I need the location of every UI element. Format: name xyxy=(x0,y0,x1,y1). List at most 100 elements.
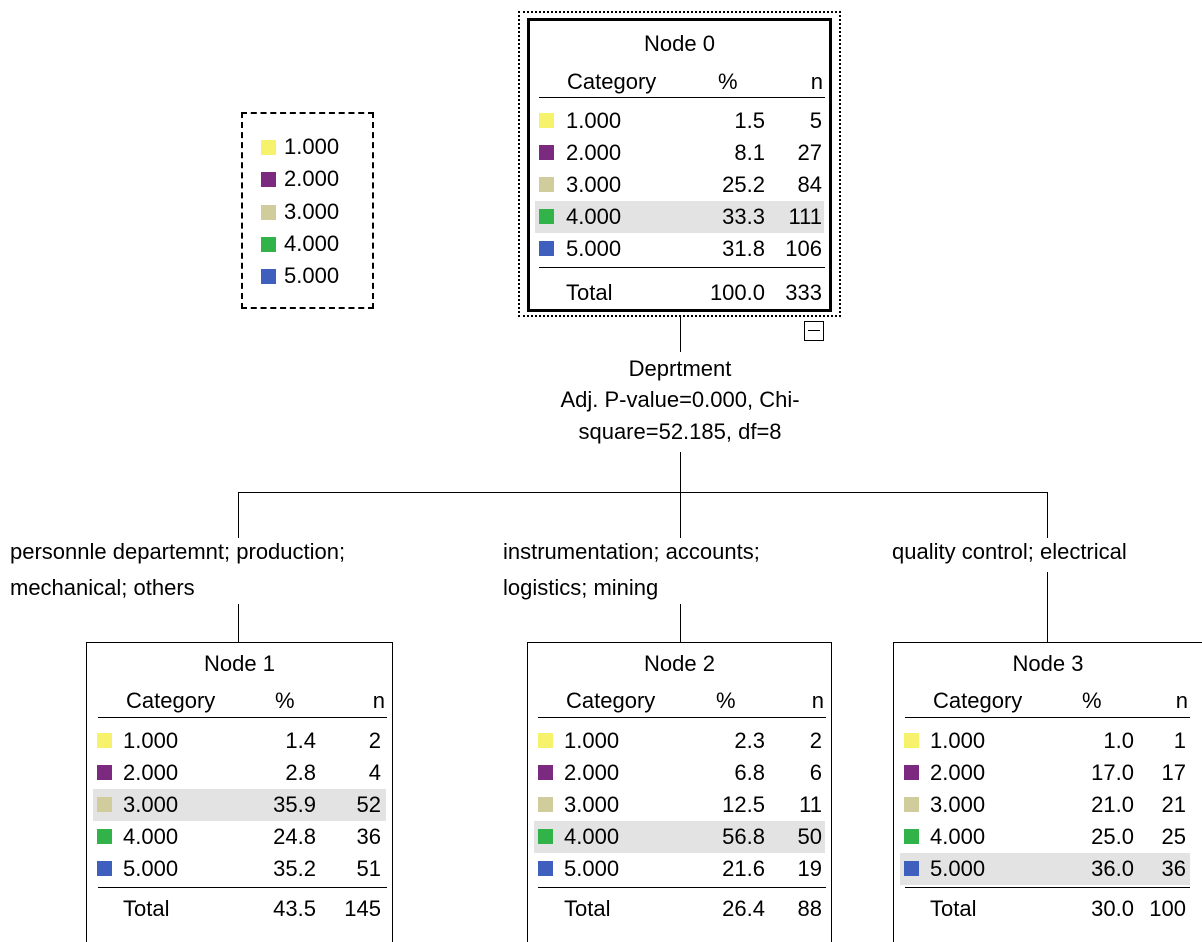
category-label: 4.000 xyxy=(123,824,179,849)
branch-label: personnle departemnt; production; xyxy=(10,539,346,564)
legend-swatch xyxy=(261,268,276,284)
category-n: 52 xyxy=(356,792,381,817)
header-divider xyxy=(539,97,825,98)
header-percent: % xyxy=(1082,688,1102,713)
legend-item: 5.000 xyxy=(261,262,339,290)
category-row-highlighted: 5.000 36.0 36 xyxy=(900,853,1190,885)
total-n: 100 xyxy=(1149,896,1186,921)
category-n: 36 xyxy=(356,824,381,849)
category-row: 1.000 2.3 2 xyxy=(534,725,825,757)
legend-swatch xyxy=(261,204,276,220)
category-swatch xyxy=(904,765,919,780)
category-row: 2.000 17.0 17 xyxy=(900,757,1190,789)
category-percent: 33.3 xyxy=(722,204,765,229)
total-divider xyxy=(538,887,826,888)
category-percent: 24.8 xyxy=(273,824,316,849)
legend-swatch xyxy=(261,171,276,187)
category-swatch xyxy=(539,209,554,224)
total-divider xyxy=(98,887,387,888)
category-swatch xyxy=(539,177,554,192)
category-row: 2.000 6.8 6 xyxy=(534,757,825,789)
total-n: 333 xyxy=(785,280,822,305)
category-swatch xyxy=(97,861,112,876)
category-label: 1.000 xyxy=(564,728,620,753)
category-label: 3.000 xyxy=(123,792,179,817)
node-1[interactable]: Node 1 Category % n 1.000 1.4 2 2.000 2.8 4 … xyxy=(86,642,393,942)
header-n: n xyxy=(1175,688,1188,713)
category-row: 1.000 1.4 2 xyxy=(93,725,386,757)
category-swatch xyxy=(97,829,112,844)
category-label: 3.000 xyxy=(930,792,986,817)
category-percent: 17.0 xyxy=(1091,760,1134,785)
node-3[interactable]: Node 3 Category % n 1.000 1.0 1 2.000 17.0 1… xyxy=(893,642,1202,942)
connector-line xyxy=(680,315,681,352)
category-percent: 6.8 xyxy=(734,760,765,785)
legend-label: 1.000 xyxy=(284,134,340,159)
category-label: 3.000 xyxy=(564,792,620,817)
category-n: 50 xyxy=(797,824,822,849)
category-n: 6 xyxy=(809,760,822,785)
category-swatch xyxy=(97,733,112,748)
category-n: 4 xyxy=(368,760,381,785)
node-title: Node 0 xyxy=(644,31,715,56)
category-swatch xyxy=(97,797,112,812)
category-swatch xyxy=(538,861,553,876)
category-swatch xyxy=(539,241,554,256)
total-label: Total xyxy=(564,896,611,921)
branch-label: quality control; electrical xyxy=(892,539,1127,564)
category-label: 5.000 xyxy=(123,856,179,881)
category-row-highlighted: 3.000 35.9 52 xyxy=(93,789,386,821)
category-n: 11 xyxy=(799,792,822,817)
category-percent: 25.2 xyxy=(722,172,765,197)
category-row: 5.000 35.2 51 xyxy=(93,853,386,885)
split-statistic: Adj. P-value=0.000, Chi- xyxy=(560,387,800,412)
category-swatch xyxy=(538,765,553,780)
category-n: 111 xyxy=(788,204,822,229)
node-title: Node 3 xyxy=(1012,651,1084,676)
category-swatch xyxy=(538,829,553,844)
category-n: 21 xyxy=(1161,792,1186,817)
connector-line xyxy=(238,492,239,538)
branch-label: mechanical; others xyxy=(10,575,195,600)
connector-line xyxy=(238,492,1048,493)
branch-label: logistics; mining xyxy=(503,575,659,600)
header-category: Category xyxy=(126,688,216,713)
header-n: n xyxy=(372,688,385,713)
header-divider xyxy=(905,717,1190,718)
category-label: 1.000 xyxy=(123,728,179,753)
category-n: 25 xyxy=(1161,824,1186,849)
category-label: 5.000 xyxy=(566,236,622,261)
legend-label: 5.000 xyxy=(284,263,340,288)
total-n: 145 xyxy=(344,896,381,921)
category-label: 2.000 xyxy=(564,760,620,785)
category-row: 4.000 24.8 36 xyxy=(93,821,386,853)
header-category: Category xyxy=(933,688,1023,713)
header-category: Category xyxy=(566,688,656,713)
header-category: Category xyxy=(567,69,657,94)
category-label: 4.000 xyxy=(930,824,986,849)
total-label: Total xyxy=(930,896,977,921)
node-0[interactable]: Node 0 Category % n 1.000 1.5 5 2.000 8.1 27… xyxy=(527,18,832,312)
node-2[interactable]: Node 2 Category % n 1.000 2.3 2 2.000 6.8 6 … xyxy=(527,642,832,942)
category-row: 3.000 25.2 84 xyxy=(535,169,824,201)
category-swatch xyxy=(904,829,919,844)
category-percent: 1.4 xyxy=(285,728,316,753)
category-n: 19 xyxy=(797,856,822,881)
total-row: Total 43.5 145 xyxy=(93,893,386,925)
category-n: 17 xyxy=(1161,760,1186,785)
branch-label: instrumentation; accounts; xyxy=(503,539,760,564)
collapse-toggle[interactable] xyxy=(804,321,824,341)
category-percent: 1.0 xyxy=(1103,728,1134,753)
total-percent: 43.5 xyxy=(273,896,316,921)
category-label: 3.000 xyxy=(566,172,622,197)
category-label: 4.000 xyxy=(566,204,622,229)
connector-line xyxy=(1047,572,1048,642)
header-divider xyxy=(98,717,387,718)
connector-line xyxy=(1047,492,1048,538)
category-row-highlighted: 4.000 33.3 111 xyxy=(535,201,824,233)
category-label: 5.000 xyxy=(564,856,620,881)
category-swatch xyxy=(904,861,919,876)
category-label: 5.000 xyxy=(930,856,986,881)
category-row: 3.000 12.5 11 xyxy=(534,789,825,821)
connector-line xyxy=(680,452,681,492)
